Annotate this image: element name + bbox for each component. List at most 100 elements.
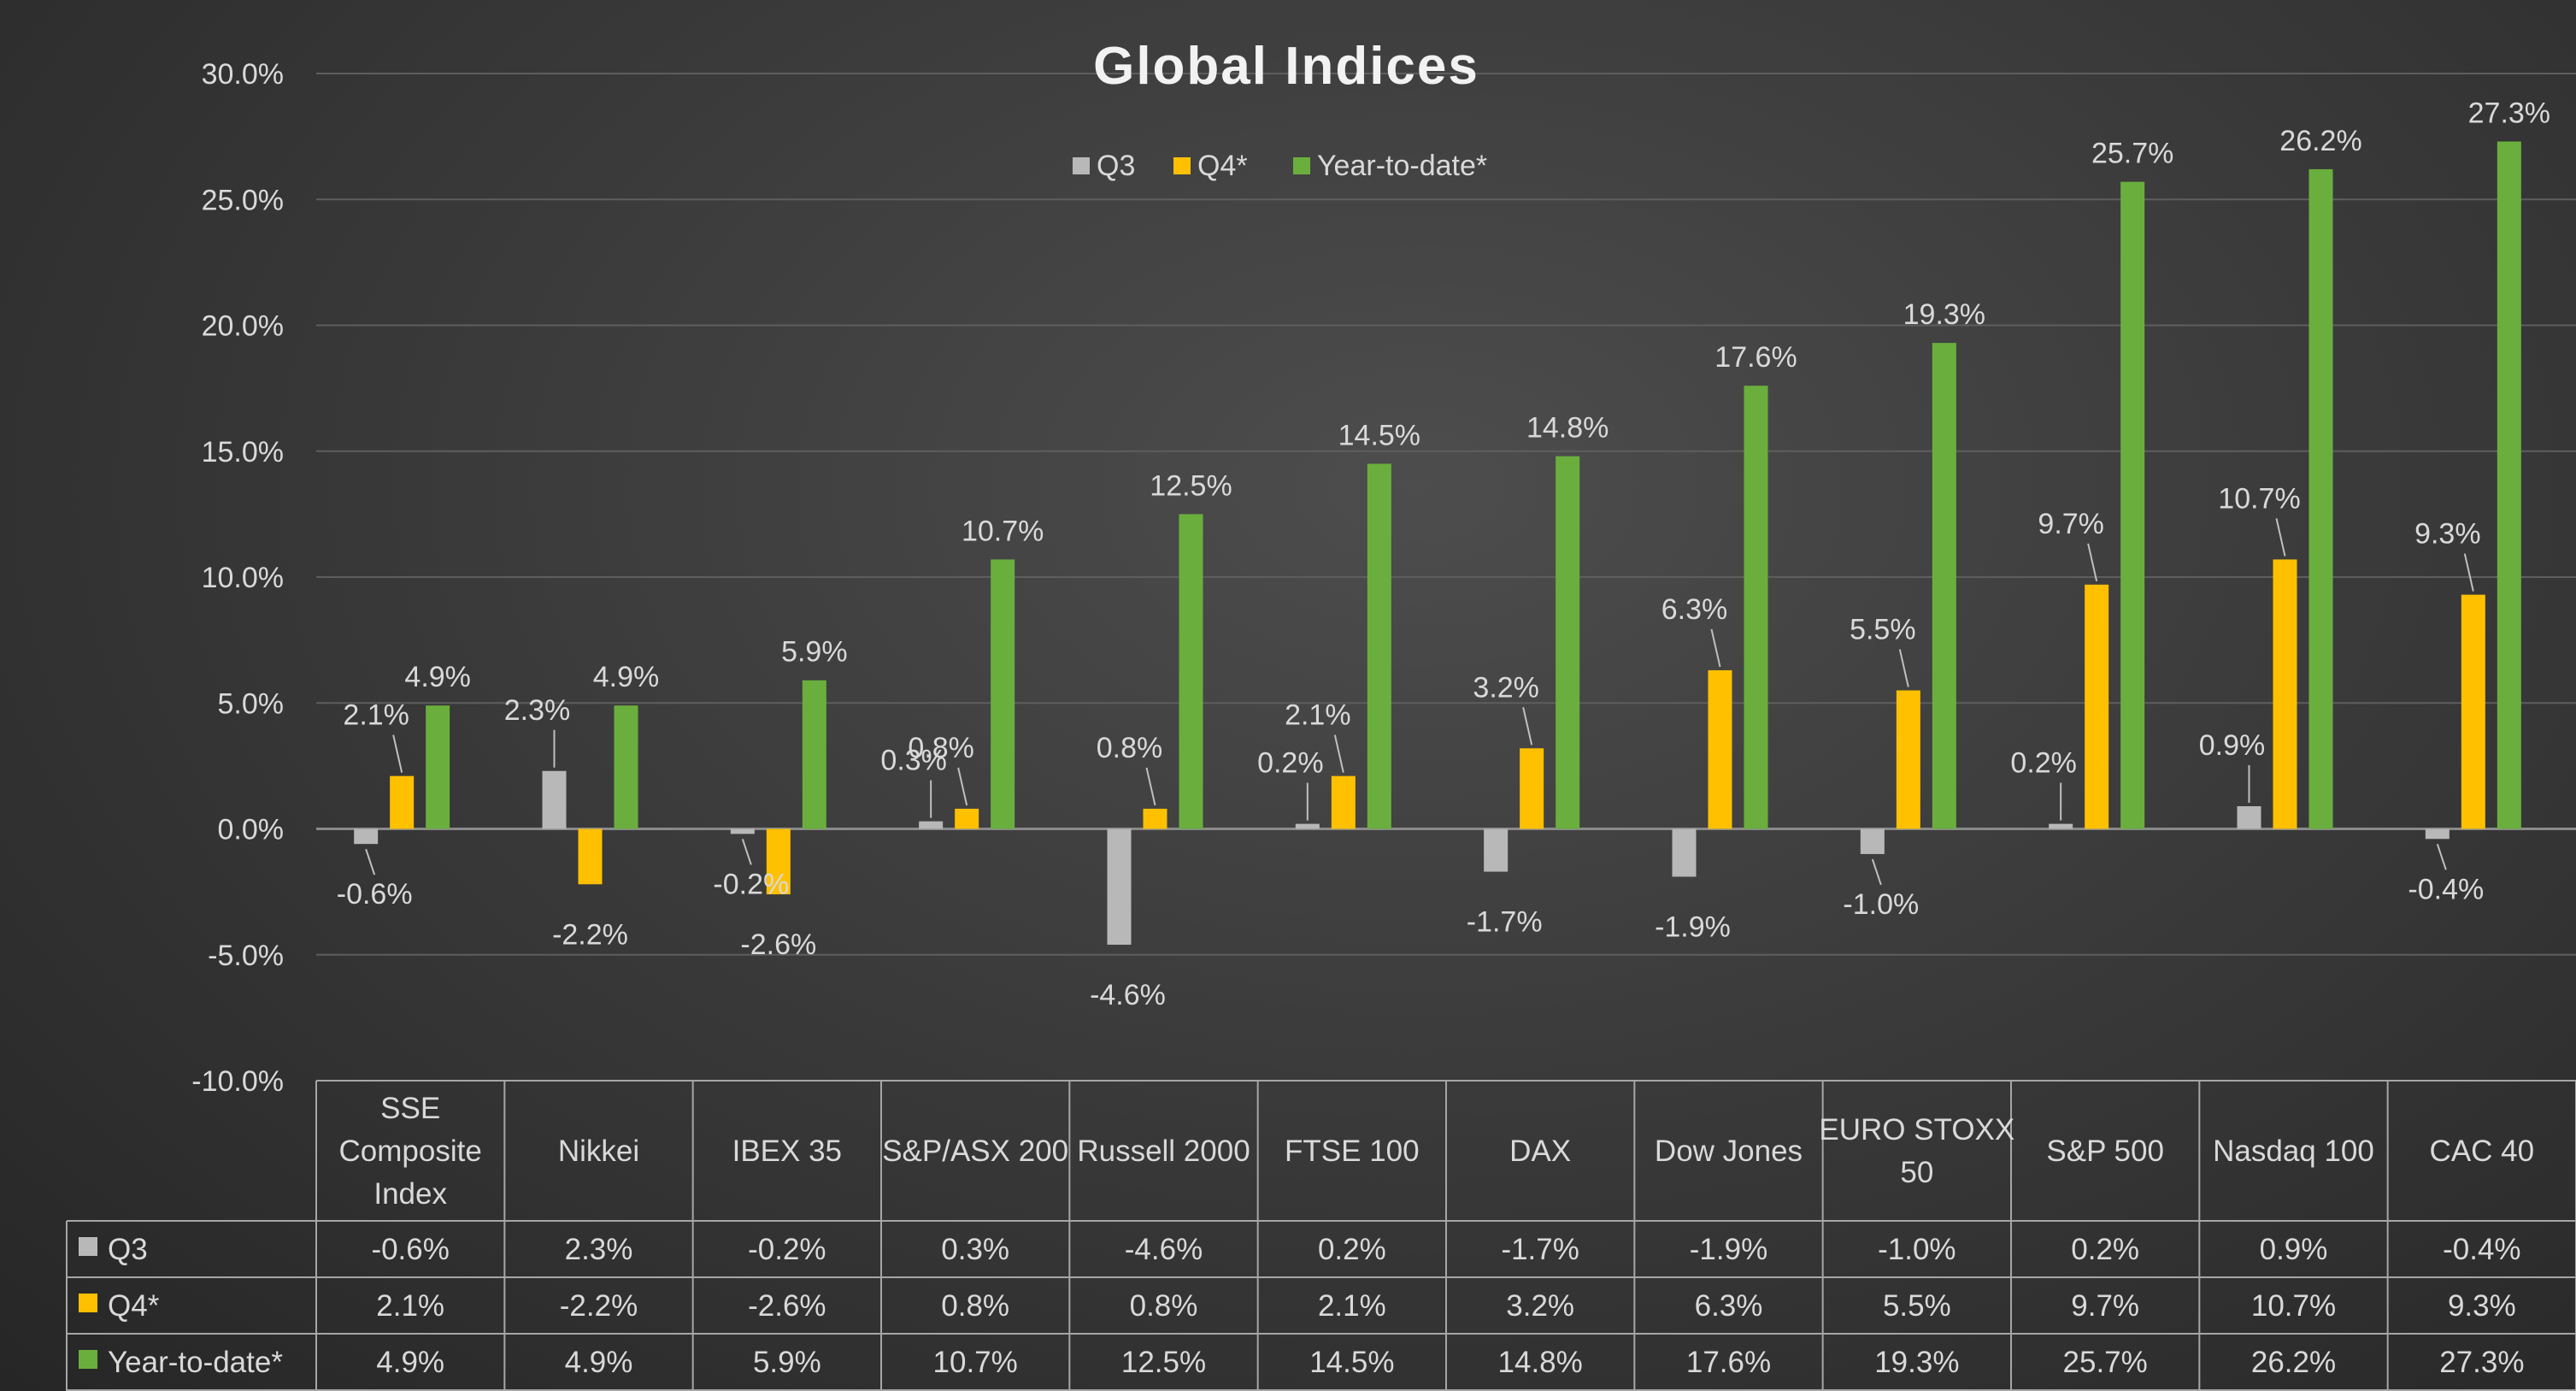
bar (1179, 514, 1203, 829)
y-tick-label: 30.0% (202, 58, 284, 91)
bar (614, 705, 638, 829)
bar (354, 828, 379, 845)
table-header-category: EURO STOXX 50 (1819, 1113, 2014, 1189)
table-cell: 27.3% (2439, 1346, 2524, 1379)
data-label: 26.2% (2279, 125, 2361, 157)
data-label: 12.5% (1150, 469, 1232, 502)
table-cell: 0.3% (941, 1233, 1009, 1266)
table-legend-key (79, 1294, 97, 1312)
bar (1672, 828, 1697, 877)
table-cell: 5.9% (753, 1346, 821, 1379)
data-label: 10.7% (2218, 482, 2300, 515)
bar (1520, 748, 1544, 829)
table-header-category: Russell 2000 (1077, 1135, 1250, 1168)
leader-line (392, 734, 403, 773)
data-label: 5.5% (1850, 614, 1916, 646)
data-label: 2.1% (1285, 699, 1351, 732)
data-label: -2.6% (740, 928, 816, 961)
data-label: -2.2% (552, 918, 628, 951)
table-cell: -2.2% (560, 1289, 638, 1323)
table-cell: -2.6% (748, 1289, 826, 1323)
leader-line (365, 848, 376, 875)
bar (919, 821, 944, 829)
bar (1556, 456, 1580, 829)
data-label: -1.7% (1467, 906, 1543, 939)
y-tick-label: 20.0% (202, 310, 284, 343)
table-cell: 3.2% (1506, 1289, 1574, 1323)
bar (390, 775, 415, 829)
y-tick-label: 5.0% (218, 687, 285, 720)
table-header-category: CAC 40 (2430, 1135, 2535, 1168)
table-header-category: SSE Composite Index (339, 1092, 482, 1211)
legend-swatch (1293, 157, 1310, 174)
table-cell: 0.8% (941, 1289, 1009, 1323)
legend-label: Year-to-date* (1317, 150, 1487, 182)
bar (2085, 584, 2109, 829)
leader-line (1871, 858, 1882, 886)
legend: Q3 Q4* Year-to-date* (1073, 150, 1487, 182)
legend-swatch (1073, 157, 1090, 174)
data-label: 5.9% (781, 636, 848, 669)
data-label: -1.9% (1655, 911, 1731, 943)
data-label: 3.2% (1473, 671, 1539, 704)
bar (2308, 168, 2333, 829)
table-cell: 9.3% (2448, 1289, 2516, 1323)
y-axis-ticks: 30.0% 25.0% 20.0% 15.0% 10.0% 5.0% 0.0% -5.0% -1… (191, 58, 284, 1098)
table-cell: -1.0% (1878, 1233, 1956, 1266)
leader-line (2463, 553, 2474, 592)
table-cell: 0.9% (2260, 1233, 2328, 1266)
table-header-category: FTSE 100 (1285, 1135, 1420, 1168)
y-tick-label: 25.0% (202, 184, 284, 216)
table-cell: 2.3% (565, 1233, 633, 1266)
bar (542, 770, 567, 829)
data-label: 10.7% (962, 515, 1044, 547)
leader-line (957, 767, 968, 806)
bar (955, 808, 979, 829)
bar (730, 828, 755, 834)
table-legend-key (79, 1237, 97, 1256)
label-leader-lines (365, 518, 2474, 886)
chart-title: Global Indices (1093, 37, 1479, 96)
table-cell: 0.2% (1318, 1233, 1386, 1266)
table-cell: 12.5% (1121, 1346, 1206, 1379)
table-header-category: IBEX 35 (732, 1135, 842, 1168)
table-legend-key (79, 1350, 97, 1369)
table-row-label: Year-to-date* (108, 1346, 283, 1379)
data-label: -0.6% (337, 878, 413, 911)
bars (354, 141, 2521, 945)
bar (1932, 343, 1956, 829)
table-row-label: Q3 (108, 1233, 148, 1266)
data-label: 17.6% (1714, 341, 1797, 374)
bar (2425, 828, 2450, 840)
bar (2273, 559, 2297, 829)
bar (2497, 141, 2521, 829)
table-header-category: Nasdaq 100 (2213, 1135, 2374, 1168)
table-cell: 6.3% (1695, 1289, 1763, 1323)
table-cell: 25.7% (2063, 1346, 2148, 1379)
bar (1860, 828, 1885, 854)
table-cell: 26.2% (2251, 1346, 2336, 1379)
table-cell: 17.6% (1686, 1346, 1771, 1379)
table-cell: -0.2% (748, 1233, 826, 1266)
data-label: 0.8% (1097, 732, 1163, 764)
data-labels: -0.6% 2.3% -0.2% 0.3% -4.6% 0.2% -1.7% -1.9% -1.… (337, 97, 2550, 1011)
y-tick-label: -5.0% (208, 940, 284, 972)
data-label: 2.1% (343, 699, 409, 732)
bar (426, 705, 450, 829)
table-cell: 4.9% (376, 1346, 444, 1379)
data-table: SSE Composite Index Nikkei IBEX 35 S&P/ASX 20… (66, 1080, 2576, 1391)
data-label: -0.4% (2408, 873, 2484, 905)
table-cell: -0.4% (2443, 1233, 2520, 1266)
data-label: 0.2% (1257, 747, 1324, 780)
table-header-category: Dow Jones (1655, 1135, 1803, 1168)
table-header-category: S&P 500 (2046, 1135, 2164, 1168)
bar (991, 559, 1015, 829)
y-tick-label: 15.0% (202, 436, 284, 469)
table-cell: 0.8% (1130, 1289, 1198, 1323)
legend-swatch (1173, 157, 1191, 174)
data-label: -4.6% (1090, 979, 1166, 1011)
table-cell: 10.7% (933, 1346, 1018, 1379)
leader-line (2436, 843, 2447, 870)
data-label: 25.7% (2091, 138, 2173, 170)
